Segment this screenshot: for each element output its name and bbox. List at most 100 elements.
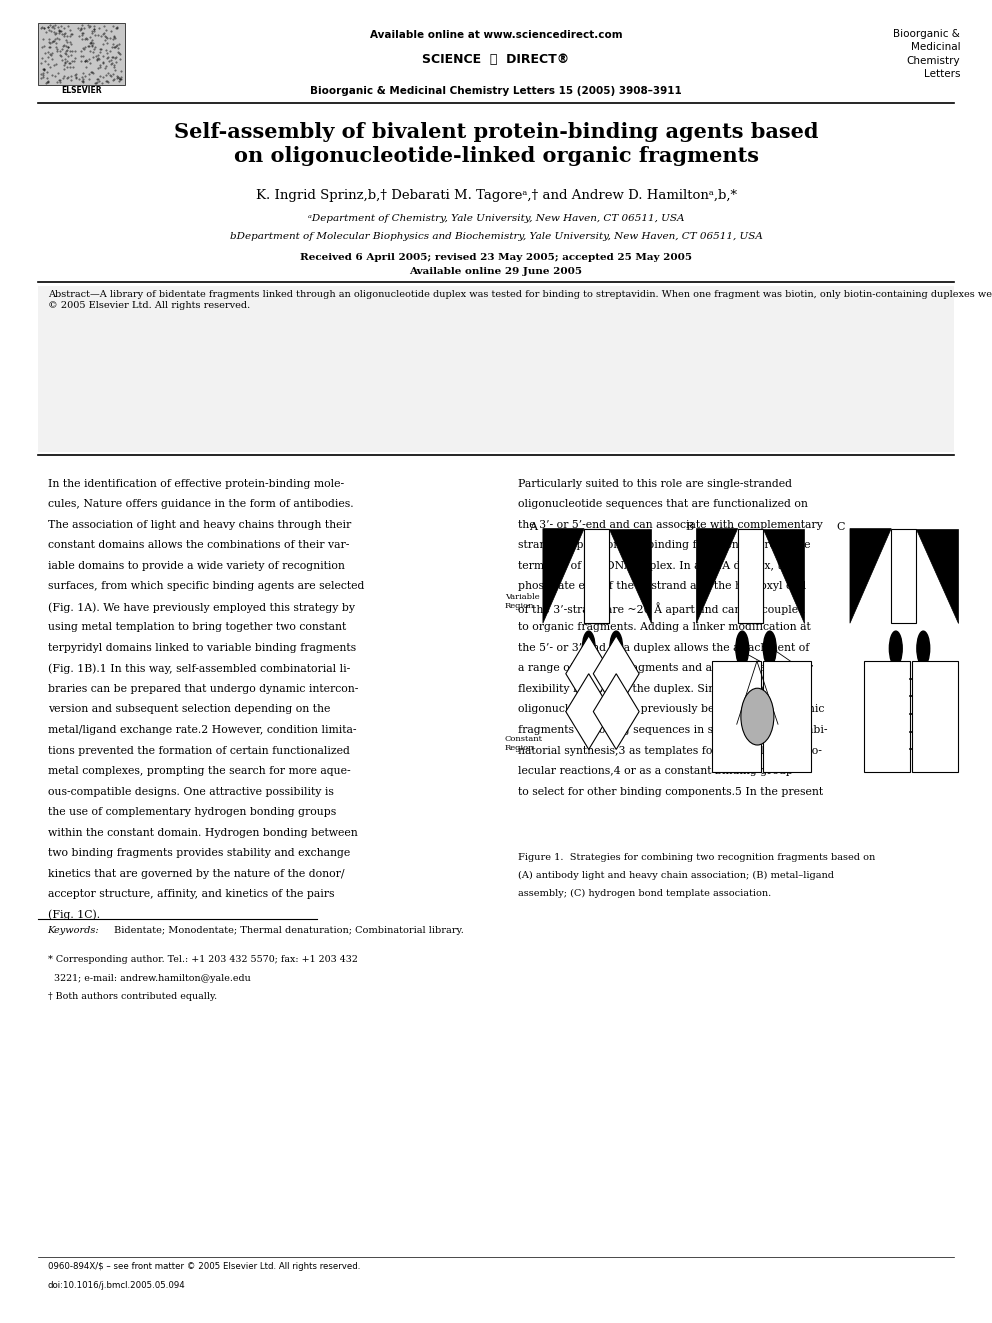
Point [51, 28, 66, 49]
Point [89, 49, 105, 70]
Ellipse shape [763, 631, 776, 665]
Point [36, 17, 52, 38]
Text: the use of complementary hydrogen bonding groups: the use of complementary hydrogen bondin… [48, 807, 336, 818]
Point [59, 56, 74, 77]
Point [62, 53, 78, 74]
Text: constant domains allows the combinations of their var-: constant domains allows the combinations… [48, 540, 349, 550]
Point [75, 62, 91, 83]
Point [52, 70, 67, 91]
Point [51, 62, 66, 83]
Text: acceptor structure, affinity, and kinetics of the pairs: acceptor structure, affinity, and kineti… [48, 889, 334, 900]
Point [72, 20, 88, 41]
Point [48, 22, 63, 44]
Point [105, 29, 121, 50]
Point [90, 25, 106, 46]
Point [66, 65, 82, 86]
Point [81, 36, 97, 57]
Point [98, 20, 114, 41]
Ellipse shape [736, 631, 749, 665]
Point [39, 61, 55, 82]
Text: † Both authors contributed equally.: † Both authors contributed equally. [48, 992, 216, 1002]
Point [36, 65, 52, 86]
Point [59, 36, 74, 57]
Text: Constant
Region: Constant Region [505, 734, 543, 751]
Point [73, 15, 89, 36]
Point [110, 42, 126, 64]
Point [105, 26, 121, 48]
Point [105, 16, 121, 37]
Point [41, 37, 57, 58]
Text: terminus of the DNA duplex. In a DNA duplex, the: terminus of the DNA duplex. In a DNA dup… [518, 561, 795, 572]
Point [47, 21, 62, 42]
Point [50, 16, 65, 37]
Point [61, 46, 76, 67]
Point [90, 70, 106, 91]
Point [53, 21, 68, 42]
Point [41, 16, 57, 37]
Point [73, 50, 89, 71]
Point [98, 26, 114, 48]
Point [81, 48, 97, 69]
Point [56, 17, 71, 38]
Point [89, 69, 105, 90]
Point [98, 56, 114, 77]
Text: Self-assembly of bivalent protein-binding agents based
on oligonucleotide-linked: Self-assembly of bivalent protein-bindin… [174, 122, 818, 165]
Point [36, 36, 52, 57]
Point [61, 16, 76, 37]
Point [93, 25, 109, 46]
Point [82, 41, 98, 62]
Text: (Fig. 1C).: (Fig. 1C). [48, 910, 100, 919]
Point [82, 32, 98, 53]
Point [74, 24, 90, 45]
Text: the 3’- or 5’-end and can associate with complementary: the 3’- or 5’-end and can associate with… [518, 520, 822, 531]
Point [62, 57, 78, 78]
Point [44, 42, 60, 64]
Point [55, 24, 70, 45]
Point [64, 50, 80, 71]
Point [85, 42, 101, 64]
Point [53, 40, 68, 61]
Point [106, 28, 122, 49]
Point [91, 17, 107, 38]
Point [62, 66, 78, 87]
Text: surfaces, from which specific binding agents are selected: surfaces, from which specific binding ag… [48, 582, 364, 591]
Point [88, 71, 104, 93]
Point [83, 32, 99, 53]
Point [42, 44, 58, 65]
Text: 3221; e-mail: andrew.hamilton@yale.edu: 3221; e-mail: andrew.hamilton@yale.edu [48, 974, 250, 983]
Point [109, 67, 125, 89]
Point [82, 33, 98, 54]
Bar [864, 662, 910, 771]
Text: Figure 1.  Strategies for combining two recognition fragments based on: Figure 1. Strategies for combining two r… [518, 853, 875, 863]
Text: cules, Nature offers guidance in the form of antibodies.: cules, Nature offers guidance in the for… [48, 499, 353, 509]
Point [36, 58, 52, 79]
Point [35, 48, 51, 69]
Point [59, 44, 74, 65]
Point [82, 15, 98, 36]
Point [89, 71, 105, 93]
Point [104, 36, 120, 57]
Point [77, 50, 93, 71]
Text: C: C [836, 523, 845, 532]
Point [51, 22, 66, 44]
Text: metal complexes, prompting the search for more aque-: metal complexes, prompting the search fo… [48, 766, 350, 777]
Point [66, 50, 82, 71]
Text: within the constant domain. Hydrogen bonding between: within the constant domain. Hydrogen bon… [48, 828, 357, 837]
Point [92, 66, 108, 87]
Bar [891, 529, 917, 623]
Point [83, 62, 99, 83]
Point [35, 58, 51, 79]
Point [41, 20, 57, 41]
Point [58, 49, 73, 70]
Point [56, 22, 71, 44]
Text: flexibility relative to the duplex. Single-stranded: flexibility relative to the duplex. Sing… [518, 684, 784, 695]
Point [81, 26, 97, 48]
Point [72, 40, 88, 61]
Point [67, 48, 83, 69]
Point [62, 25, 77, 46]
Text: Bioorganic & Medicinal Chemistry Letters 15 (2005) 3908–3911: Bioorganic & Medicinal Chemistry Letters… [310, 86, 682, 97]
Point [92, 41, 108, 62]
Point [52, 69, 67, 90]
Point [90, 49, 106, 70]
Point [103, 66, 119, 87]
